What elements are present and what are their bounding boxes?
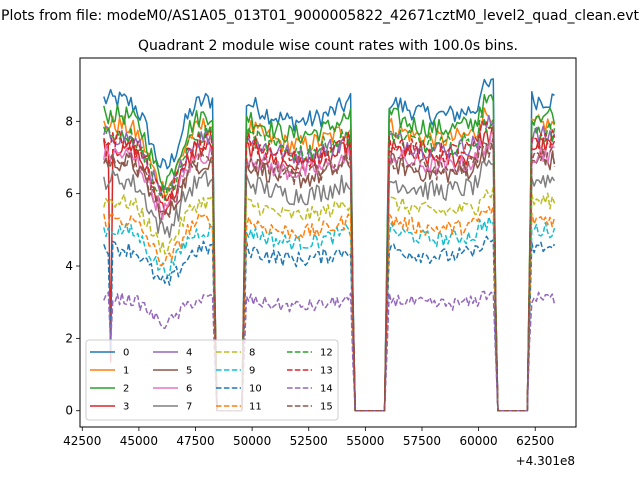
legend-label-2: 2: [123, 384, 129, 395]
series-line-10: [103, 235, 556, 412]
y-tick-label: 0: [65, 404, 73, 418]
series-line-13: [103, 120, 556, 412]
figure-suptitle: Plots from file: modeM0/AS1A05_013T01_90…: [1, 8, 639, 24]
legend-label-14: 14: [320, 384, 333, 395]
legend-label-7: 7: [186, 402, 192, 413]
x-tick-label: 42500: [63, 434, 101, 448]
legend-label-1: 1: [123, 366, 129, 377]
legend-label-15: 15: [320, 402, 333, 413]
series-line-8: [103, 186, 556, 412]
x-axis: 42500 45000 47500 50000 52500 55000 57500 60000…: [63, 427, 554, 448]
x-tick-label: 55000: [346, 434, 384, 448]
x-tick-label: 62500: [516, 434, 554, 448]
legend-label-0: 0: [123, 348, 129, 359]
series-line-2: [103, 93, 556, 412]
series-line-6: [103, 132, 556, 412]
x-tick-label: 50000: [233, 434, 271, 448]
y-tick-label: 6: [65, 187, 73, 201]
series-line-14: [103, 290, 556, 412]
y-tick-label: 8: [65, 114, 73, 128]
legend-label-4: 4: [186, 348, 192, 359]
x-tick-label: 52500: [290, 434, 328, 448]
series-line-7: [103, 159, 556, 412]
series-line-11: [103, 205, 556, 412]
legend-label-5: 5: [186, 366, 192, 377]
legend-box: [85, 339, 339, 421]
series-line-4: [103, 114, 556, 412]
x-offset-text: +4.301e8: [516, 454, 575, 468]
legend-label-8: 8: [249, 348, 255, 359]
plot-frame: [79, 57, 577, 428]
legend-label-12: 12: [320, 348, 333, 359]
chart-title: Quadrant 2 module wise count rates with …: [138, 38, 518, 54]
x-tick-label: 45000: [120, 434, 158, 448]
y-tick-label: 2: [65, 331, 73, 345]
legend-label-10: 10: [249, 384, 262, 395]
x-tick-label: 47500: [176, 434, 214, 448]
series-layer: [103, 78, 556, 412]
x-tick-label: 57500: [403, 434, 441, 448]
legend-label-9: 9: [249, 366, 255, 377]
series-line-12: [103, 114, 556, 412]
y-tick-label: 4: [65, 259, 73, 273]
legend-label-13: 13: [320, 366, 333, 377]
series-line-9: [103, 216, 556, 412]
y-axis: 0 2 4 6 8: [65, 114, 80, 418]
x-tick-label: 60000: [460, 434, 498, 448]
legend-label-6: 6: [186, 384, 192, 395]
legend-label-3: 3: [123, 402, 129, 413]
series-line-0: [103, 78, 555, 412]
legend-label-11: 11: [249, 402, 262, 413]
